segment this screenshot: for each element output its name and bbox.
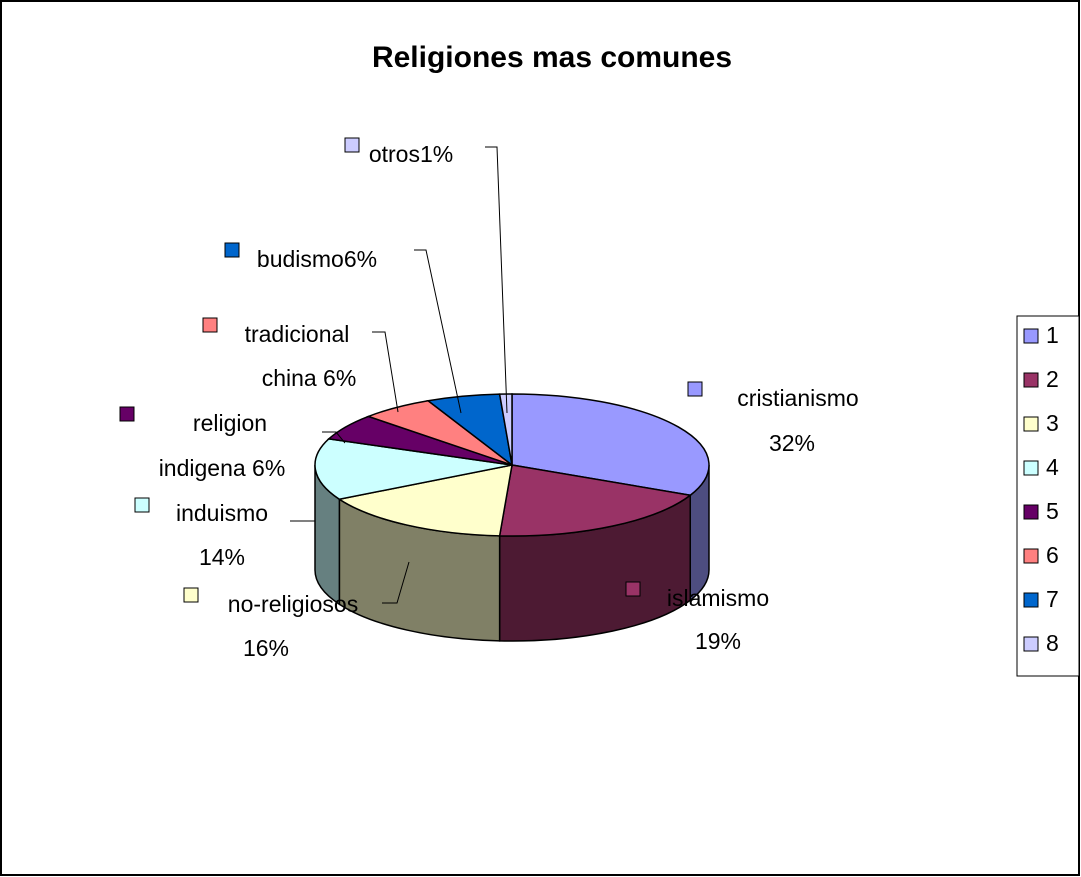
pie-slice-2 [498,464,693,537]
legend-swatch [1023,636,1039,652]
legend: 1 2 3 4 5 6 7 8 [1016,315,1080,677]
data-label-swatch [202,317,218,333]
legend-label: 8 [1046,630,1059,656]
data-label-text: religion [193,410,267,436]
legend-label: 7 [1046,586,1059,612]
data-label-2: islamismo 19% [625,581,769,654]
data-label-swatch [119,406,135,422]
data-label-text: islamismo [667,585,769,611]
data-label-text: 19% [695,628,741,654]
legend-label: 5 [1046,498,1059,524]
legend-entry-8: 8 [1023,630,1059,656]
data-label-swatch [134,497,150,513]
legend-swatch [1023,592,1039,608]
legend-label: 3 [1046,410,1059,436]
legend-label: 6 [1046,542,1059,568]
data-label-swatch [625,581,641,597]
leader-line-3 [382,561,410,604]
legend-label: 2 [1046,366,1059,392]
data-label-text: 14% [199,544,245,570]
data-label-6: tradicional china 6% [202,317,357,391]
leader-lines [290,146,508,604]
data-label-3: no-religiosos 16% [183,587,358,661]
data-label-text: tradicional [245,321,350,347]
data-label-text: 32% [769,430,815,456]
legend-swatch [1023,372,1039,388]
leader-line-7 [414,249,462,414]
data-label-swatch [687,381,703,397]
legend-entry-7: 7 [1023,586,1059,612]
legend-entry-3: 3 [1023,410,1059,436]
data-label-text: 16% [243,635,289,661]
legend-swatch [1023,548,1039,564]
pie-tops [314,393,710,537]
legend-entry-1: 1 [1023,322,1059,348]
leader-line-5 [322,431,346,444]
data-label-text: china 6% [262,365,357,391]
data-label-text: budismo6% [257,246,377,272]
legend-swatch [1023,328,1039,344]
legend-swatch [1023,460,1039,476]
pie-slice-1 [511,393,710,497]
data-label-swatch [183,587,199,603]
data-label-7: budismo6% [224,242,377,272]
legend-swatch [1023,504,1039,520]
data-label-text: otros1% [369,141,453,167]
leader-line-8 [485,146,508,414]
data-label-text: induismo [176,500,268,526]
legend-entry-2: 2 [1023,366,1059,392]
data-labels: cristianismo 32% islamismo 19% no-religiosos… [119,137,859,661]
data-label-text: cristianismo [737,385,858,411]
pie-slice-4 [314,438,513,500]
leader-line-6 [372,331,399,413]
legend-label: 1 [1046,322,1059,348]
data-label-text: indigena 6% [159,455,286,481]
legend-entry-4: 4 [1023,454,1059,480]
data-label-swatch [344,137,360,153]
data-label-5: religion indigena 6% [119,406,286,481]
pie-slice-3 [337,464,513,537]
data-label-8: otros1% [344,137,453,167]
data-label-text: no-religiosos [228,591,358,617]
data-label-4: induismo 14% [134,497,268,570]
legend-entry-5: 5 [1023,498,1059,524]
legend-swatch [1023,416,1039,432]
legend-label: 4 [1046,454,1059,480]
data-label-1: cristianismo 32% [687,381,859,456]
legend-entry-6: 6 [1023,542,1059,568]
chart-title: Religiones mas comunes [372,41,732,74]
data-label-swatch [224,242,240,258]
